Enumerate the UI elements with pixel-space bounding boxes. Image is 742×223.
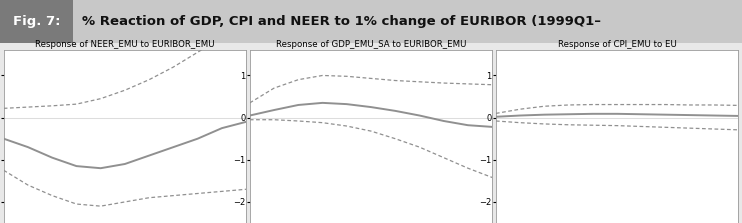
- Text: % Reaction of GDP, CPI and NEER to 1% change of EURIBOR (1999Q1–: % Reaction of GDP, CPI and NEER to 1% ch…: [82, 15, 600, 28]
- Title: Response of NEER_EMU to EURIBOR_EMU: Response of NEER_EMU to EURIBOR_EMU: [35, 40, 214, 50]
- Title: Response of CPI_EMU to EU: Response of CPI_EMU to EU: [558, 40, 677, 50]
- Bar: [0, 0, 73, 43]
- Title: Response of GDP_EMU_SA to EURIBOR_EMU: Response of GDP_EMU_SA to EURIBOR_EMU: [276, 40, 466, 50]
- Text: Fig. 7:: Fig. 7:: [13, 15, 60, 28]
